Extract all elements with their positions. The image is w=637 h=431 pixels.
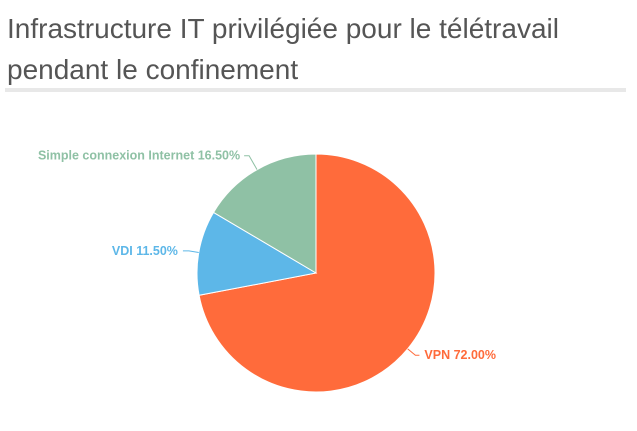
leader-line-simple-connexion-internet (244, 155, 258, 170)
pie-leader-lines (182, 155, 420, 356)
pie-labels: VPN 72.00% VDI 11.50% Simple connexion Int… (38, 149, 496, 363)
slice-label-vpn: VPN 72.00% (424, 348, 496, 362)
leader-line-vpn (407, 348, 420, 356)
slice-label-simple-connexion-internet: Simple connexion Internet 16.50% (38, 149, 240, 163)
slice-label-vdi: VDI 11.50% (112, 244, 178, 258)
chart-title: Infrastructure IT privilégiée pour le té… (7, 13, 559, 85)
pie-slice-vdi (196, 211, 318, 296)
title-divider (5, 88, 626, 92)
pie-slice-simple-connexion-internet (212, 153, 317, 274)
leader-line-vdi (182, 250, 199, 254)
pie-slices (196, 153, 436, 393)
